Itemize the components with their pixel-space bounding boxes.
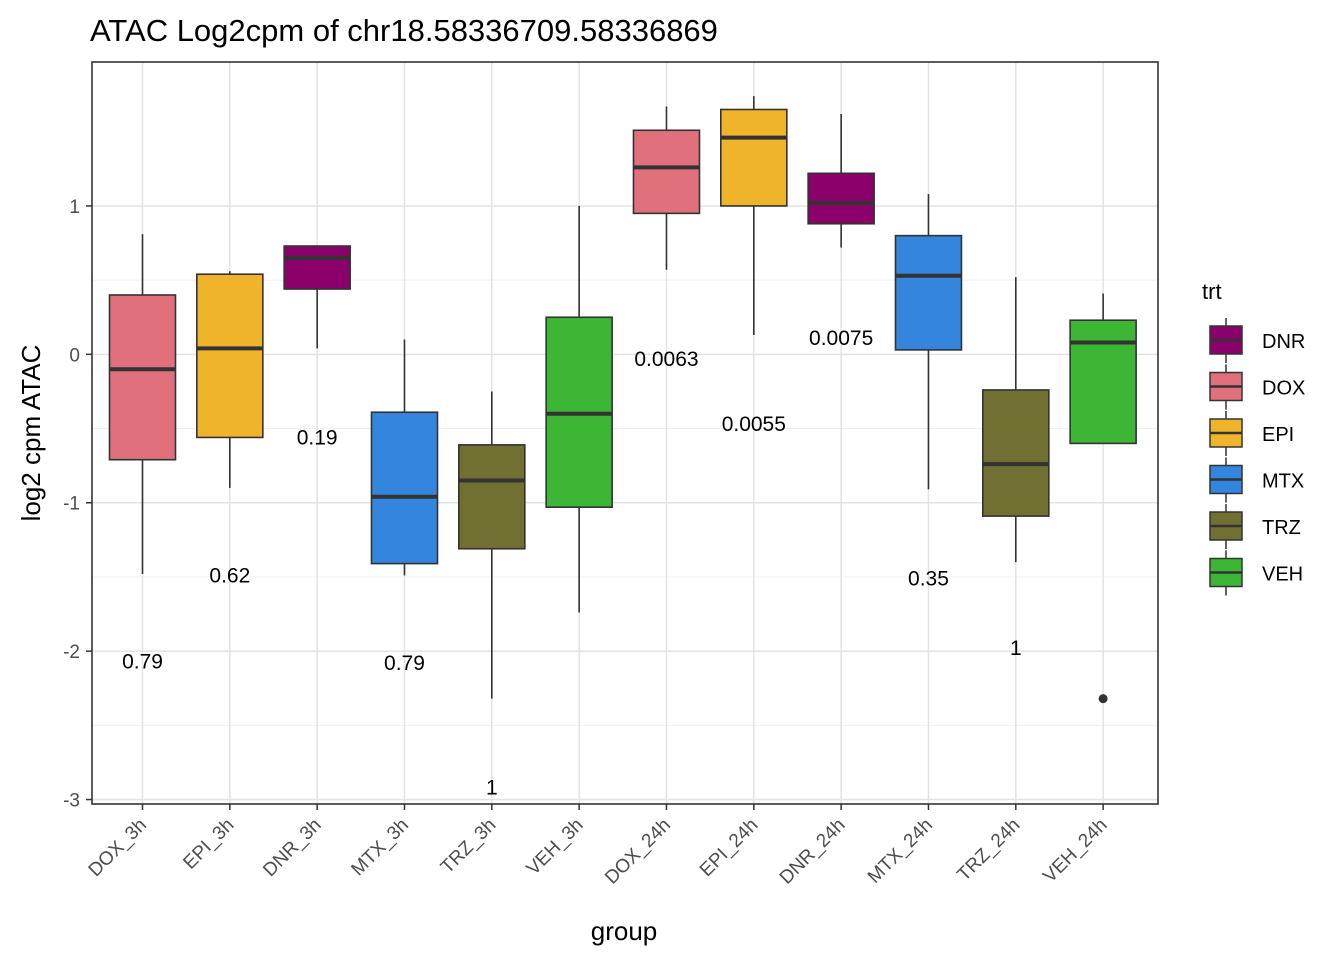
x-tick-label: DOX_24h xyxy=(601,815,675,889)
p-value-label: 0.0075 xyxy=(809,327,873,350)
legend-label: VEH xyxy=(1262,564,1303,586)
legend-label: DNR xyxy=(1262,331,1305,353)
box-MTX_24h xyxy=(894,194,963,490)
x-tick-label: DOX_3h xyxy=(85,815,151,881)
plot-panel-border xyxy=(91,61,1159,805)
box-body xyxy=(196,273,264,439)
x-tick-label: MTX_3h xyxy=(347,815,413,881)
y-axis-title: log2 cpm ATAC xyxy=(16,345,46,522)
box-DOX_24h xyxy=(632,106,701,270)
legend-label: EPI xyxy=(1262,424,1294,446)
y-tick-label: -1 xyxy=(63,494,80,515)
box-body xyxy=(370,411,439,565)
x-axis-title: group xyxy=(591,916,658,946)
legend-item-EPI: EPI xyxy=(1209,411,1294,456)
p-value-label: 0.35 xyxy=(908,567,949,590)
x-tick-label: DNR_3h xyxy=(259,815,325,881)
x-tick-label: VEH_24h xyxy=(1039,815,1111,887)
box-DNR_3h xyxy=(283,245,351,349)
legend-item-TRZ: TRZ xyxy=(1209,504,1301,549)
legend: trt DNR DOX EPI MTX TRZ VEH xyxy=(1202,279,1305,596)
box-body xyxy=(632,129,701,215)
p-value-label: 0.0055 xyxy=(722,413,786,436)
p-value-label: 1 xyxy=(486,777,498,800)
plot-panel-background xyxy=(92,62,1158,804)
legend-item-DNR: DNR xyxy=(1209,318,1305,363)
box-DOX_3h xyxy=(108,234,177,574)
x-tick-label: MTX_24h xyxy=(864,815,937,888)
box-TRZ_24h xyxy=(981,277,1050,563)
box-VEH_24h xyxy=(1069,293,1137,704)
p-value-label: 0.19 xyxy=(297,426,338,449)
box-TRZ_3h xyxy=(458,391,526,699)
box-body xyxy=(894,234,963,351)
box-EPI_24h xyxy=(720,96,788,336)
p-value-label: 0.79 xyxy=(122,651,163,674)
p-value-label: 0.79 xyxy=(384,652,425,675)
boxes-layer xyxy=(108,96,1137,704)
p-value-label: 1 xyxy=(1010,637,1022,660)
box-body xyxy=(108,294,177,461)
x-tick-label: DNR_24h xyxy=(776,815,850,889)
legend-title: trt xyxy=(1202,279,1222,304)
y-tick-label: 1 xyxy=(69,197,80,218)
box-VEH_3h xyxy=(545,205,613,613)
legend-item-DOX: DOX xyxy=(1209,364,1305,410)
legend-label: DOX xyxy=(1262,378,1305,400)
box-EPI_3h xyxy=(196,271,264,488)
box-MTX_3h xyxy=(370,339,439,576)
annotations-layer: 0.79 0.62 0.19 0.79 1 0.0063 0.0055 0.0075 0.35 1 xyxy=(122,327,1022,800)
box-body xyxy=(1069,319,1137,445)
x-tick-label: TRZ_3h xyxy=(437,815,500,878)
y-tick-label: -2 xyxy=(63,642,80,663)
outlier-point xyxy=(1098,694,1108,704)
chart-title: ATAC Log2cpm of chr18.58336709.58336869 xyxy=(90,13,718,48)
x-tick-label: EPI_3h xyxy=(179,815,238,874)
y-tick-label: 0 xyxy=(69,345,80,366)
x-tick-label: EPI_24h xyxy=(696,815,762,881)
p-value-label: 0.62 xyxy=(209,564,250,587)
legend-label: TRZ xyxy=(1262,517,1301,539)
x-tick-label: TRZ_24h xyxy=(953,815,1024,886)
x-tick-label: VEH_3h xyxy=(523,815,588,880)
y-tick-label: -3 xyxy=(63,791,80,812)
box-body xyxy=(458,444,526,550)
p-value-label: 0.0063 xyxy=(634,348,698,371)
legend-label: MTX xyxy=(1262,471,1304,493)
legend-item-MTX: MTX xyxy=(1209,457,1304,503)
box-DNR_24h xyxy=(807,113,875,248)
box-body xyxy=(283,245,351,290)
box-body xyxy=(807,172,875,225)
box-body xyxy=(981,389,1050,517)
legend-item-VEH: VEH xyxy=(1209,550,1303,596)
box-body xyxy=(720,108,788,207)
